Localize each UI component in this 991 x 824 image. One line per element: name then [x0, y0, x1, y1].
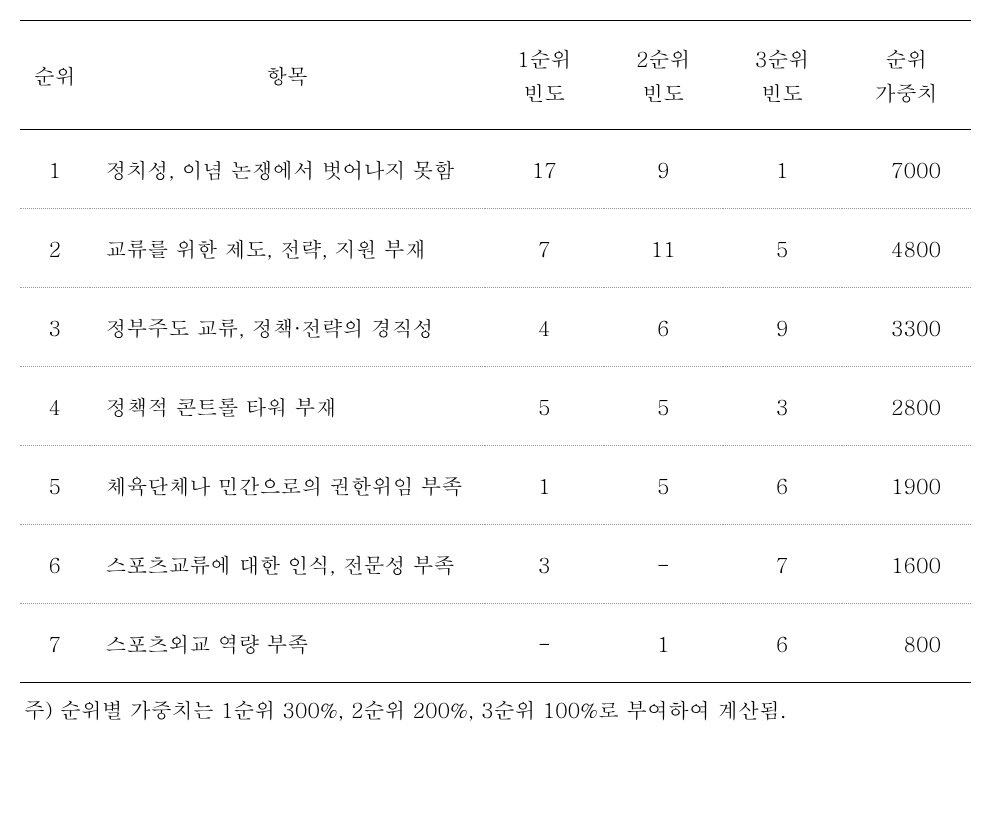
table-row: 4 정책적 콘트롤 타워 부재 5 5 3 2800 — [20, 367, 971, 446]
header-row: 순위 항목 1순위 빈도 2순위 빈도 3순위 빈도 순위 가중치 — [20, 21, 971, 130]
table-row: 2 교류를 위한 제도, 전략, 지원 부재 7 11 5 4800 — [20, 209, 971, 288]
header-freq1: 1순위 빈도 — [485, 21, 604, 130]
cell-item: 체육단체나 민간으로의 권한위임 부족 — [90, 446, 485, 525]
cell-freq3: 5 — [723, 209, 842, 288]
cell-item: 정부주도 교류, 정책·전략의 경직성 — [90, 288, 485, 367]
cell-freq1: 3 — [485, 525, 604, 604]
table-row: 7 스포츠외교 역량 부족 - 1 6 800 — [20, 604, 971, 683]
ranking-table: 순위 항목 1순위 빈도 2순위 빈도 3순위 빈도 순위 가중치 — [20, 20, 971, 683]
cell-freq2: 1 — [604, 604, 723, 683]
cell-freq2: 5 — [604, 446, 723, 525]
cell-rank: 1 — [20, 130, 90, 209]
cell-weight: 800 — [842, 604, 971, 683]
cell-rank: 3 — [20, 288, 90, 367]
cell-item: 교류를 위한 제도, 전략, 지원 부재 — [90, 209, 485, 288]
cell-weight: 1600 — [842, 525, 971, 604]
ranking-table-container: 순위 항목 1순위 빈도 2순위 빈도 3순위 빈도 순위 가중치 — [20, 20, 971, 727]
cell-freq2: 6 — [604, 288, 723, 367]
header-freq3: 3순위 빈도 — [723, 21, 842, 130]
header-weight-line2: 가중치 — [850, 77, 963, 107]
cell-rank: 5 — [20, 446, 90, 525]
cell-freq1: 4 — [485, 288, 604, 367]
header-item: 항목 — [90, 21, 485, 130]
header-freq1-line1: 1순위 — [493, 43, 596, 73]
cell-freq1: 7 — [485, 209, 604, 288]
cell-rank: 2 — [20, 209, 90, 288]
cell-rank: 6 — [20, 525, 90, 604]
header-freq2: 2순위 빈도 — [604, 21, 723, 130]
cell-freq3: 1 — [723, 130, 842, 209]
cell-freq2: 5 — [604, 367, 723, 446]
cell-rank: 4 — [20, 367, 90, 446]
cell-weight: 7000 — [842, 130, 971, 209]
table-row: 5 체육단체나 민간으로의 권한위임 부족 1 5 6 1900 — [20, 446, 971, 525]
header-weight-line1: 순위 — [850, 43, 963, 73]
header-rank: 순위 — [20, 21, 90, 130]
cell-weight: 4800 — [842, 209, 971, 288]
table-row: 1 정치성, 이념 논쟁에서 벗어나지 못함 17 9 1 7000 — [20, 130, 971, 209]
table-header: 순위 항목 1순위 빈도 2순위 빈도 3순위 빈도 순위 가중치 — [20, 21, 971, 130]
cell-freq1: 17 — [485, 130, 604, 209]
cell-freq1: 5 — [485, 367, 604, 446]
cell-item: 정치성, 이념 논쟁에서 벗어나지 못함 — [90, 130, 485, 209]
header-freq3-line1: 3순위 — [731, 43, 834, 73]
header-weight: 순위 가중치 — [842, 21, 971, 130]
cell-item: 정책적 콘트롤 타워 부재 — [90, 367, 485, 446]
cell-freq1: - — [485, 604, 604, 683]
cell-freq3: 6 — [723, 446, 842, 525]
cell-item: 스포츠교류에 대한 인식, 전문성 부족 — [90, 525, 485, 604]
header-freq1-line2: 빈도 — [493, 77, 596, 107]
cell-rank: 7 — [20, 604, 90, 683]
cell-weight: 3300 — [842, 288, 971, 367]
cell-freq3: 3 — [723, 367, 842, 446]
table-row: 3 정부주도 교류, 정책·전략의 경직성 4 6 9 3300 — [20, 288, 971, 367]
cell-freq2: - — [604, 525, 723, 604]
table-body: 1 정치성, 이념 논쟁에서 벗어나지 못함 17 9 1 7000 2 교류를… — [20, 130, 971, 683]
cell-freq2: 11 — [604, 209, 723, 288]
cell-freq1: 1 — [485, 446, 604, 525]
cell-freq3: 7 — [723, 525, 842, 604]
cell-weight: 1900 — [842, 446, 971, 525]
cell-freq3: 6 — [723, 604, 842, 683]
header-freq2-line2: 빈도 — [612, 77, 715, 107]
table-row: 6 스포츠교류에 대한 인식, 전문성 부족 3 - 7 1600 — [20, 525, 971, 604]
cell-weight: 2800 — [842, 367, 971, 446]
table-footnote: 주) 순위별 가중치는 1순위 300%, 2순위 200%, 3순위 100%… — [20, 693, 971, 727]
cell-freq2: 9 — [604, 130, 723, 209]
cell-item: 스포츠외교 역량 부족 — [90, 604, 485, 683]
header-freq2-line1: 2순위 — [612, 43, 715, 73]
header-freq3-line2: 빈도 — [731, 77, 834, 107]
cell-freq3: 9 — [723, 288, 842, 367]
